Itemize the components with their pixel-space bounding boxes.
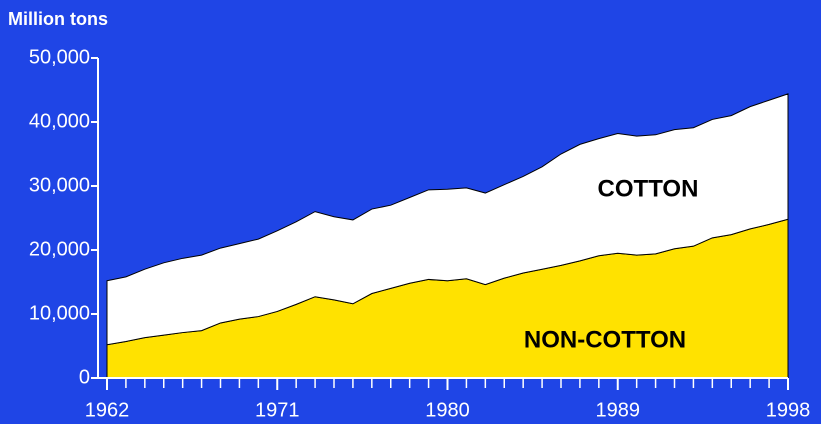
y-tick-label: 50,000 (29, 46, 90, 68)
x-tick-label: 1989 (596, 399, 641, 421)
area (106, 93, 789, 346)
y-tick-label: 0 (79, 366, 90, 388)
x-tick-label: 1998 (766, 399, 811, 421)
x-tick-label: 1971 (255, 399, 300, 421)
x-tick-label: 1980 (425, 399, 470, 421)
y-tick-label: 30,000 (29, 174, 90, 196)
y-tick-label: 20,000 (29, 238, 90, 260)
series-label: NON-COTTON (524, 326, 686, 353)
y-tick-label: 10,000 (29, 302, 90, 324)
y-axis-label: Million tons (8, 9, 108, 29)
x-tick-label: 1962 (85, 399, 130, 421)
series-label: COTTON (598, 175, 699, 202)
y-tick-label: 40,000 (29, 110, 90, 132)
